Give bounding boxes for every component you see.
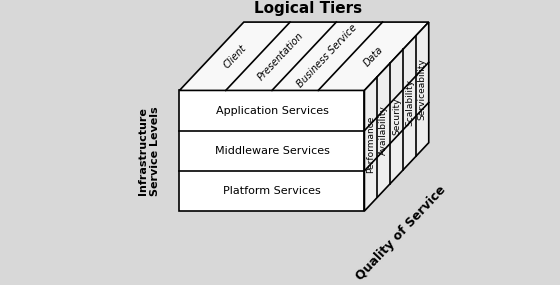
Text: Infrastructure
Service Levels: Infrastructure Service Levels xyxy=(138,106,160,196)
Polygon shape xyxy=(365,22,429,211)
Text: Security: Security xyxy=(392,98,401,135)
Text: Application Services: Application Services xyxy=(216,105,328,115)
Polygon shape xyxy=(180,22,429,90)
Text: Client: Client xyxy=(221,42,248,70)
Text: Data: Data xyxy=(362,44,385,68)
Text: Performance: Performance xyxy=(366,115,375,173)
Polygon shape xyxy=(180,90,365,211)
Text: Middleware Services: Middleware Services xyxy=(214,146,329,156)
Text: Presentation: Presentation xyxy=(256,30,306,82)
Text: Logical Tiers: Logical Tiers xyxy=(254,1,362,16)
Text: Scalability: Scalability xyxy=(405,80,414,126)
Text: Platform Services: Platform Services xyxy=(223,186,321,196)
Text: Business Service: Business Service xyxy=(295,23,359,90)
Text: Quality of Service: Quality of Service xyxy=(353,183,448,283)
Text: Serviceability: Serviceability xyxy=(418,58,427,120)
Text: Availability: Availability xyxy=(379,105,388,155)
